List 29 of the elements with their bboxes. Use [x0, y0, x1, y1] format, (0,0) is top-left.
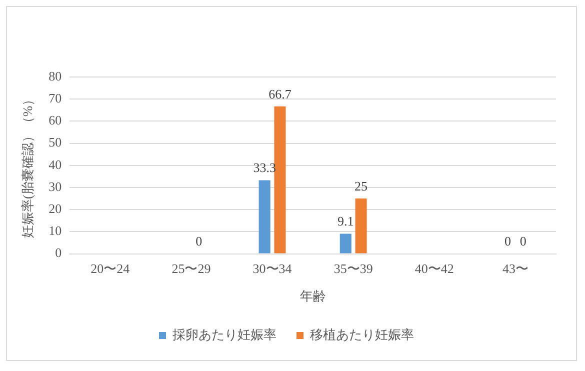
bar [258, 180, 270, 254]
x-tick-label: 30〜34 [252, 261, 292, 276]
data-label: 0 [196, 234, 202, 249]
x-tick-label: 40〜42 [414, 261, 454, 276]
y-axis-title: 妊娠率(胎嚢確認）（%） [20, 92, 36, 238]
data-label: 66.7 [268, 86, 292, 102]
y-tick-label: 30 [48, 178, 62, 194]
legend-label: 移植あたり妊娠率 [310, 326, 414, 342]
y-tick-label: 0 [55, 245, 62, 260]
x-tick-label: 35〜39 [334, 261, 373, 276]
data-label: 9.1 [338, 214, 354, 229]
y-tick-label: 10 [48, 223, 62, 238]
x-tick-label: 20〜24 [90, 261, 130, 276]
y-tick-label: 40 [48, 156, 62, 172]
x-tick-label: 43〜 [502, 261, 528, 276]
x-tick-label: 25〜29 [172, 261, 211, 276]
y-tick-label: 70 [48, 90, 62, 106]
y-tick-label: 80 [48, 68, 62, 84]
data-label: 0 [520, 234, 526, 249]
bar [274, 106, 286, 254]
data-label: 0 [504, 234, 512, 249]
bar [355, 198, 367, 254]
y-tick-label: 50 [48, 134, 62, 150]
bar [340, 234, 352, 254]
data-label: 25 [354, 178, 368, 194]
x-axis-title: 年齢 [300, 288, 326, 304]
y-tick-label: 60 [48, 112, 62, 128]
y-tick-label: 20 [48, 201, 62, 216]
legend-label: 採卵あたり妊娠率 [172, 326, 276, 342]
